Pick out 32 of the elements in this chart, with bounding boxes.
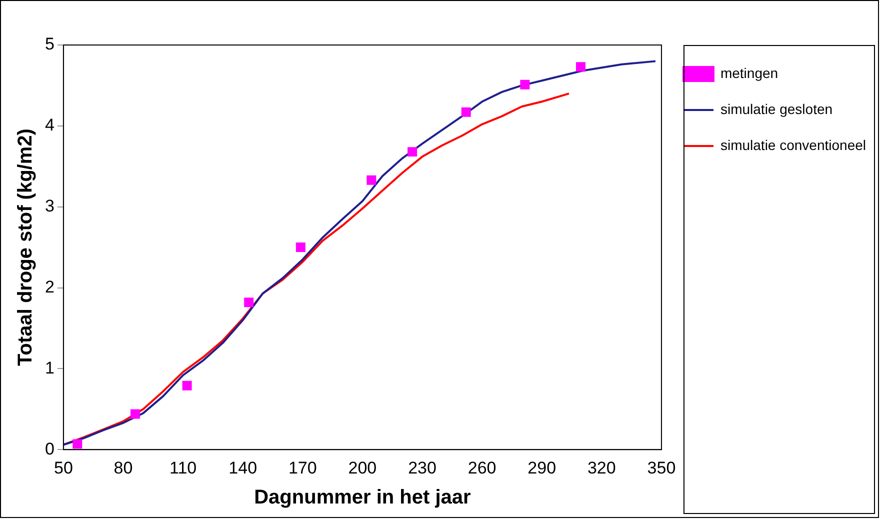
x-tick-label: 80 (114, 458, 133, 478)
x-tick-label: 350 (647, 458, 676, 478)
y-tick-label: 4 (44, 116, 54, 135)
point (461, 107, 471, 117)
point (244, 298, 254, 308)
x-tick-label: 260 (468, 458, 496, 478)
y-tick-label: 5 (44, 34, 54, 54)
y-tick-label: 0 (44, 439, 54, 458)
x-tick-label: 320 (587, 458, 616, 478)
legend-label: metingen (720, 64, 778, 81)
point (182, 380, 192, 390)
x-tick-label: 140 (228, 458, 258, 478)
point (72, 439, 82, 449)
point (296, 242, 306, 252)
legend-label: simulatie conventioneel (720, 136, 866, 153)
legend-label: simulatie gesloten (720, 100, 833, 117)
x-tick-label: 200 (348, 458, 377, 478)
x-tick-label: 110 (170, 458, 197, 478)
x-tick-label: 230 (408, 458, 436, 478)
point (576, 62, 586, 72)
point (130, 409, 140, 419)
y-tick-label: 3 (44, 196, 54, 216)
y-tick-label: 2 (44, 277, 54, 296)
y-tick-label: 1 (44, 358, 54, 378)
point (366, 175, 376, 185)
x-tick-label: 170 (288, 458, 317, 478)
point (408, 147, 418, 157)
point (520, 80, 530, 90)
y-axis-title: Totaal droge stof (kg/m2) (14, 128, 37, 366)
x-tick-label: 50 (54, 458, 73, 478)
x-axis-title: Dagnummer in het jaar (254, 486, 472, 509)
x-tick-label: 290 (528, 458, 556, 478)
